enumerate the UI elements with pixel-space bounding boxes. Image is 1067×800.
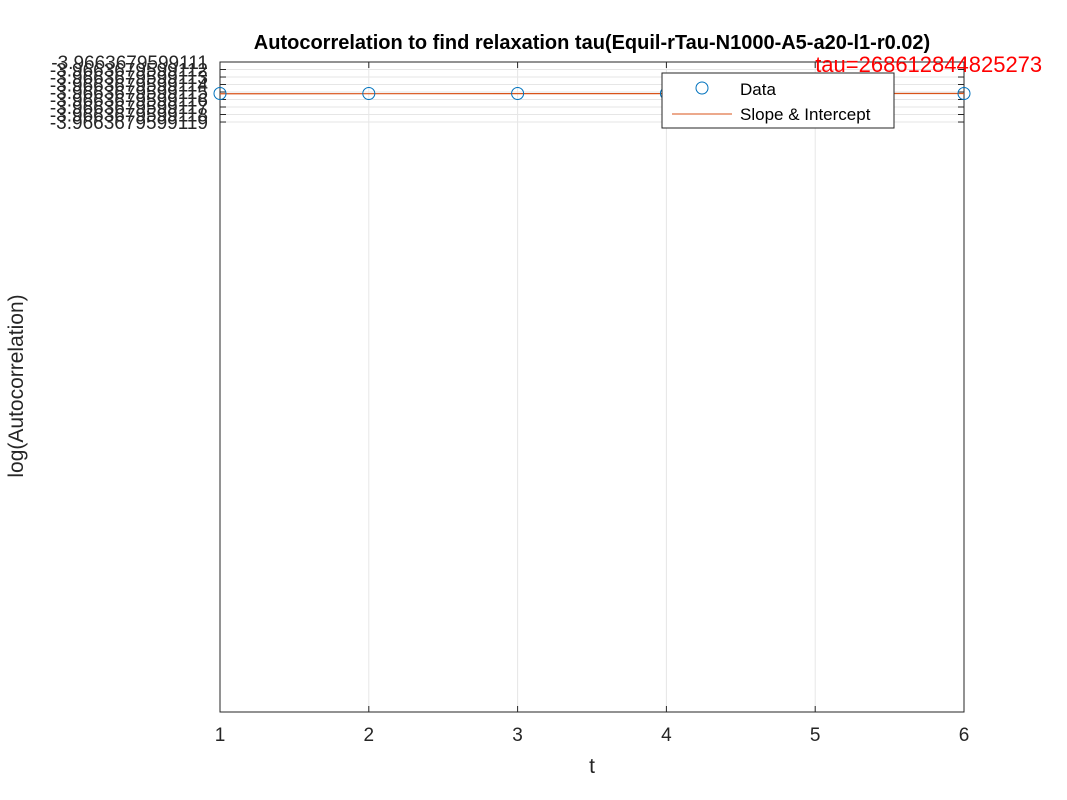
legend-label-fit: Slope & Intercept	[740, 105, 871, 124]
x-axis-label: t	[589, 755, 595, 778]
legend: Data Slope & Intercept	[661, 72, 895, 129]
y-tick-label: -3.9663679599116	[50, 91, 208, 112]
x-tick-label: 5	[810, 725, 821, 746]
data-point	[511, 87, 525, 101]
x-tick-label: 6	[959, 725, 970, 746]
data-point	[362, 87, 376, 101]
x-tick-label: 3	[512, 725, 523, 746]
legend-label-data: Data	[740, 80, 776, 99]
x-tick-label: 2	[364, 725, 375, 746]
y-tick-label: -3.9663679599119	[50, 113, 208, 134]
y-tick-label: -3.9663679599111	[51, 53, 208, 74]
y-tick-label: -3.9663679599112	[50, 60, 208, 81]
x-axis-ticks: 1 2 3 4 5 6	[215, 62, 970, 746]
x-tick-label: 4	[661, 725, 672, 746]
x-tick-label: 1	[215, 725, 226, 746]
data-point	[957, 87, 971, 101]
tau-annotation: tau=268612844825273	[815, 52, 1042, 77]
y-axis-ticks: -3.9663679599111-3.9663679599112-3.96636…	[50, 53, 964, 134]
grid-lines	[219, 61, 965, 712]
legend-marker-data	[695, 81, 709, 95]
y-tick-label: -3.9663679599117	[50, 98, 208, 119]
y-tick-label: -3.9663679599114	[50, 76, 209, 97]
data-point	[213, 87, 227, 101]
y-axis-label: log(Autocorrelation)	[5, 294, 28, 477]
y-tick-label: -3.9663679599118	[50, 105, 208, 126]
axes-box	[219, 61, 965, 713]
chart-title: Autocorrelation to find relaxation tau(E…	[254, 32, 930, 54]
y-tick-label: -3.9663679599113	[50, 68, 208, 89]
y-tick-label: -3.9663679599115	[50, 83, 208, 104]
